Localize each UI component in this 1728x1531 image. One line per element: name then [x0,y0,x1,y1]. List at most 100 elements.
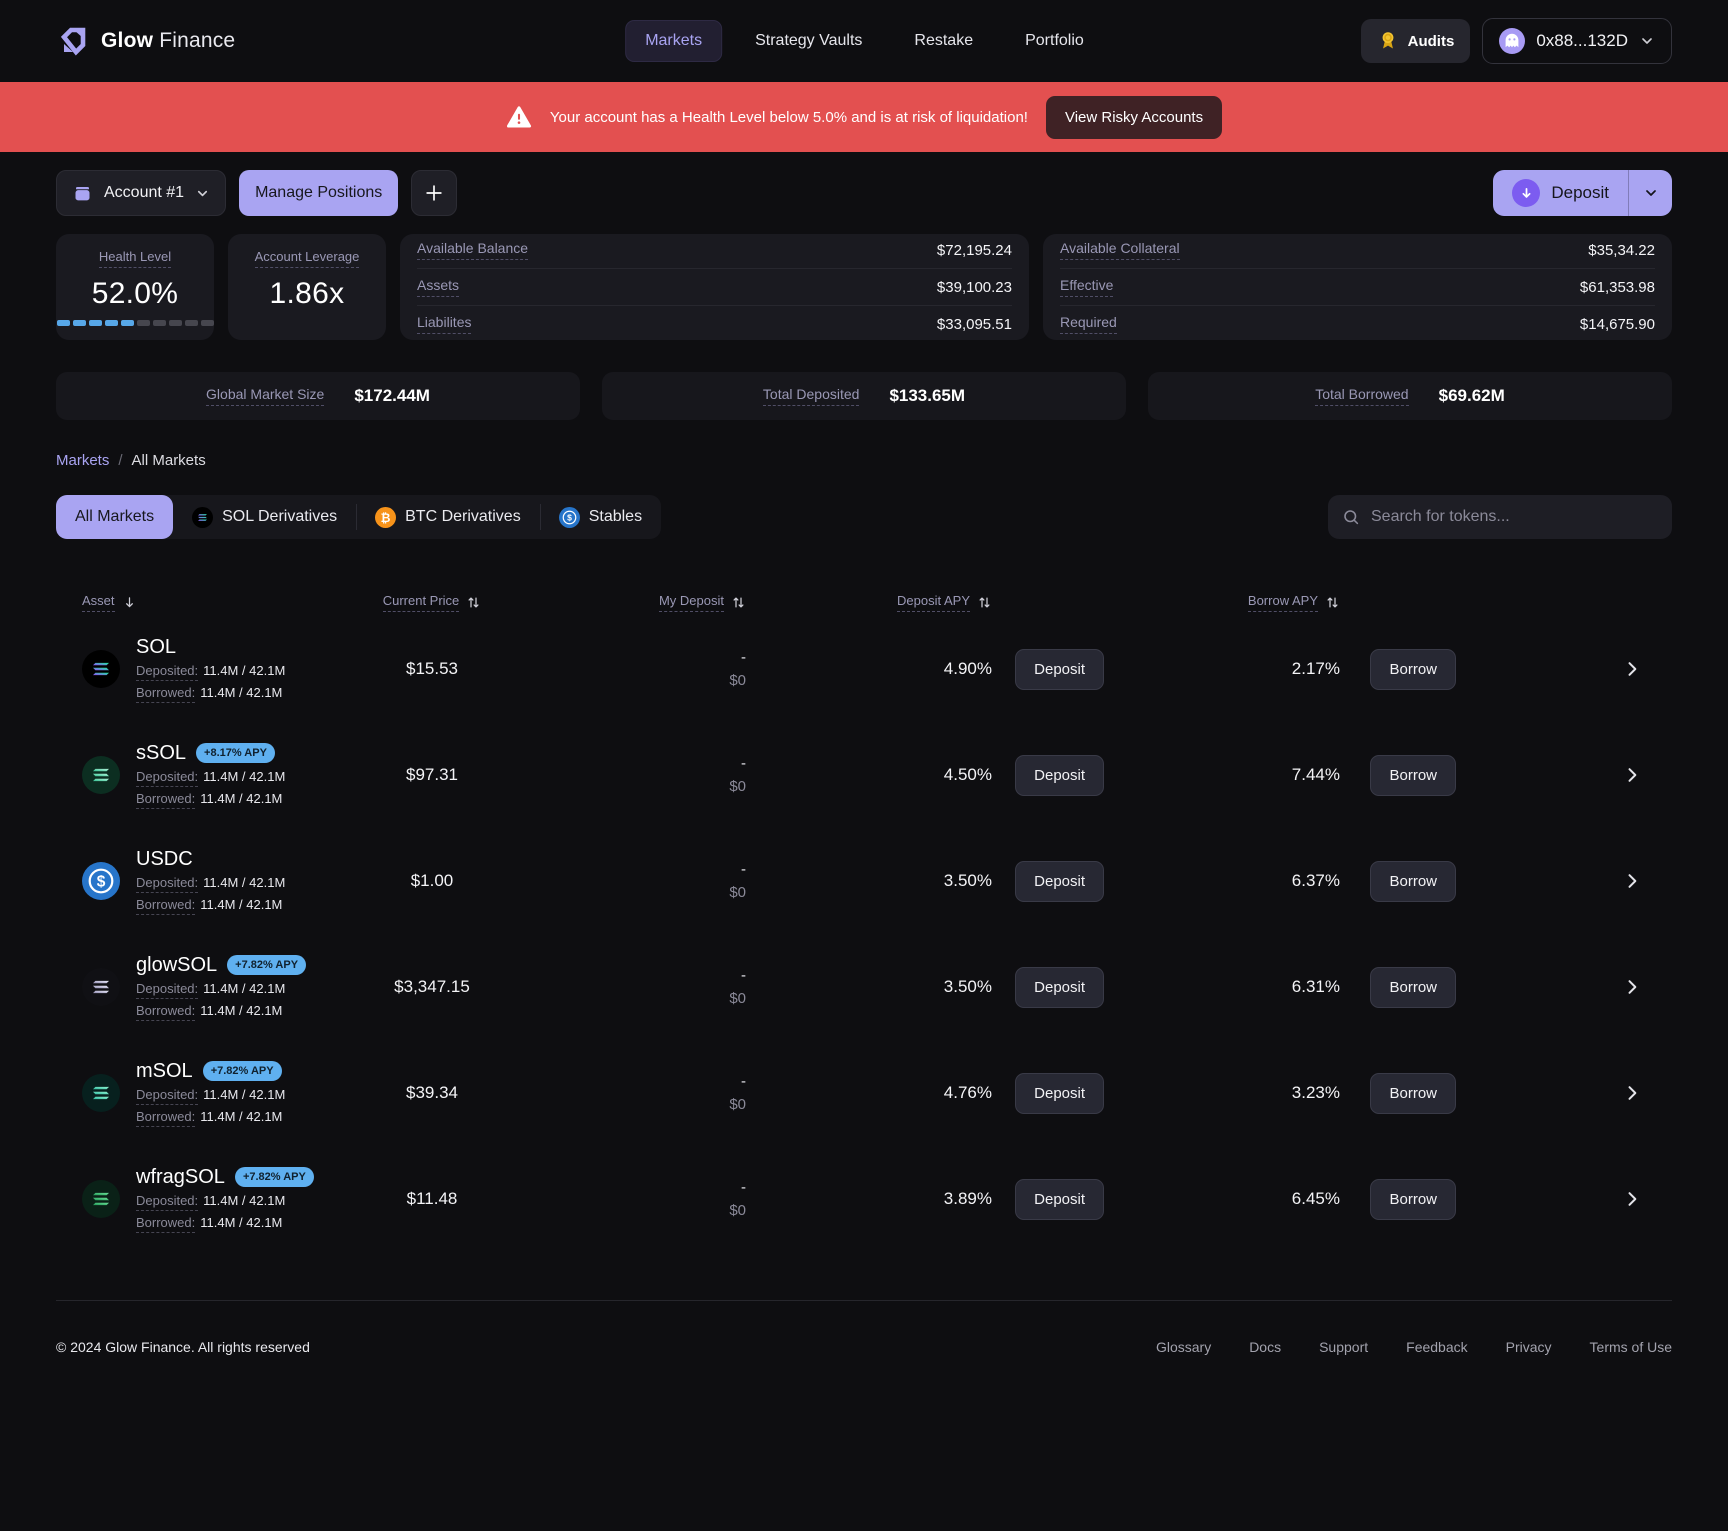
current-price: $11.48 [406,1189,458,1208]
deposit-label: Deposit [1551,183,1609,202]
chevron-right-icon [1628,662,1637,676]
row-expand[interactable] [1456,765,1646,785]
account-leverage-label: Account Leverage [254,249,360,268]
deposit-apy: 3.50% [943,977,992,996]
borrow-button[interactable]: Borrow [1370,860,1456,902]
borrowed-label: Borrowed: [136,791,196,809]
tab-btc-derivatives[interactable]: ₿ BTC Derivatives [356,495,540,539]
medal-icon [1382,32,1394,49]
footer-docs[interactable]: Docs [1249,1339,1282,1355]
deposit-options-caret[interactable] [1628,170,1672,216]
my-deposit-usd: $0 [729,990,746,1007]
nav-portfolio[interactable]: Portfolio [1025,32,1084,49]
apy-badge: +8.17% APY [196,743,275,763]
table-row[interactable]: glowSOL +7.82% APY Deposited: 11.4M / 42… [56,934,1672,1040]
deposit-button[interactable]: Deposit [1015,860,1104,902]
view-risky-accounts-button[interactable]: View Risky Accounts [1045,95,1223,139]
tab-label: Stables [588,508,643,525]
table-row[interactable]: SOL Deposited: 11.4M / 42.1M Borrowed: 1… [56,616,1672,722]
wallet-address: 0x88...132D [1536,31,1628,50]
borrow-button[interactable]: Borrow [1370,648,1456,690]
total-deposited-label: Total Deposited [762,386,860,406]
asset-info: wfragSOL +7.82% APY Deposited: 11.4M / 4… [136,1166,314,1233]
total-deposited-value: $133.65M [889,386,966,405]
breadcrumb-markets[interactable]: Markets [56,452,110,469]
tab-all-markets[interactable]: All Markets [56,495,174,539]
tab-sol-derivatives[interactable]: SOL Derivatives [173,495,356,539]
nav-restake[interactable]: Restake [914,32,974,49]
borrowed-line: Borrowed: 11.4M / 42.1M [136,1215,314,1233]
row-expand[interactable] [1456,1189,1646,1209]
apy-badge: +7.82% APY [202,1061,282,1081]
borrow-button[interactable]: Borrow [1370,1178,1456,1220]
available-collateral-row: Available Collateral $35,34.22 [1060,232,1655,269]
tab-stables[interactable]: $ Stables [539,495,661,539]
available-balance-value: $72,195.24 [936,241,1012,259]
header-deposit-apy[interactable]: Deposit APY [746,593,992,612]
effective-label: Effective [1060,277,1114,297]
header-price-label: Current Price [382,593,460,612]
assets-row: Assets $39,100.23 [417,269,1012,306]
my-deposit-amount: - [741,648,746,666]
nav-strategy-vaults[interactable]: Strategy Vaults [755,32,863,49]
sort-desc-icon [125,597,133,608]
row-expand[interactable] [1456,1083,1646,1103]
my-deposit: - $0 [512,646,746,693]
table-row[interactable]: $ USDC Deposited: 11.4M / 42.1M Borrowed… [56,828,1672,934]
asset-info: mSOL +7.82% APY Deposited: 11.4M / 42.1M… [136,1060,285,1127]
deposit-button[interactable]: Deposit [1493,170,1628,216]
glow-finance-logo-icon [60,27,86,56]
wallet-button[interactable]: 0x88...132D [1482,18,1672,64]
global-market-size-label: Global Market Size [206,386,325,406]
deposit-button[interactable]: Deposit [1015,648,1104,690]
deposited-label: Deposited: [136,1193,199,1211]
deposited-line: Deposited: 11.4M / 42.1M [136,1193,314,1211]
ssol-token-icon [82,756,120,794]
account-leverage-card: Account Leverage 1.86x [228,234,386,340]
deposit-button[interactable]: Deposit [1015,1178,1104,1220]
available-collateral-label: Available Collateral [1060,240,1180,260]
footer-privacy[interactable]: Privacy [1505,1339,1552,1355]
deposit-button[interactable]: Deposit [1015,966,1104,1008]
table-row[interactable]: mSOL +7.82% APY Deposited: 11.4M / 42.1M… [56,1040,1672,1146]
deposit-button[interactable]: Deposit [1015,754,1104,796]
header-my-deposit[interactable]: My Deposit [512,593,746,612]
table-row[interactable]: wfragSOL +7.82% APY Deposited: 11.4M / 4… [56,1146,1672,1252]
nav-markets[interactable]: Markets [625,20,723,62]
manage-positions-button[interactable]: Manage Positions [239,170,399,216]
search-input[interactable] [1371,508,1658,526]
header-borrow-apy[interactable]: Borrow APY [1104,593,1340,612]
account-selector[interactable]: Account #1 [56,170,227,216]
footer-feedback[interactable]: Feedback [1406,1339,1468,1355]
main-content: Account #1 Manage Positions Deposit Heal… [0,170,1728,1252]
deposited-value: 11.4M / 42.1M [203,1086,286,1102]
liabilities-label: Liabilites [417,314,472,334]
footer-links: Glossary Docs Support Feedback Privacy T… [1156,1339,1672,1355]
row-expand[interactable] [1456,871,1646,891]
deposit-button[interactable]: Deposit [1015,1072,1104,1114]
borrow-button[interactable]: Borrow [1370,1072,1456,1114]
header-borrow-apy-label: Borrow APY [1247,593,1318,612]
add-account-button[interactable] [411,170,458,216]
total-deposited-card: Total Deposited $133.65M [602,372,1126,420]
tab-label: All Markets [75,508,155,525]
borrow-button[interactable]: Borrow [1370,754,1456,796]
borrowed-line: Borrowed: 11.4M / 42.1M [136,685,285,703]
header-current-price[interactable]: Current Price [352,593,512,612]
footer-terms[interactable]: Terms of Use [1589,1339,1672,1355]
sort-icon [979,597,990,608]
footer-glossary[interactable]: Glossary [1155,1339,1212,1355]
footer-support[interactable]: Support [1319,1339,1369,1355]
deposited-line: Deposited: 11.4M / 42.1M [136,875,285,893]
deposited-value: 11.4M / 42.1M [203,874,286,890]
borrow-button[interactable]: Borrow [1370,966,1456,1008]
current-price: $1.00 [410,871,454,890]
row-expand[interactable] [1456,977,1646,997]
row-expand[interactable] [1456,659,1646,679]
audits-button[interactable]: Audits [1360,19,1471,63]
health-level-meter [56,320,214,326]
borrowed-value: 11.4M / 42.1M [200,1214,283,1230]
header-asset[interactable]: Asset [82,593,352,612]
asset-info: SOL Deposited: 11.4M / 42.1M Borrowed: 1… [136,636,285,703]
table-row[interactable]: sSOL +8.17% APY Deposited: 11.4M / 42.1M… [56,722,1672,828]
